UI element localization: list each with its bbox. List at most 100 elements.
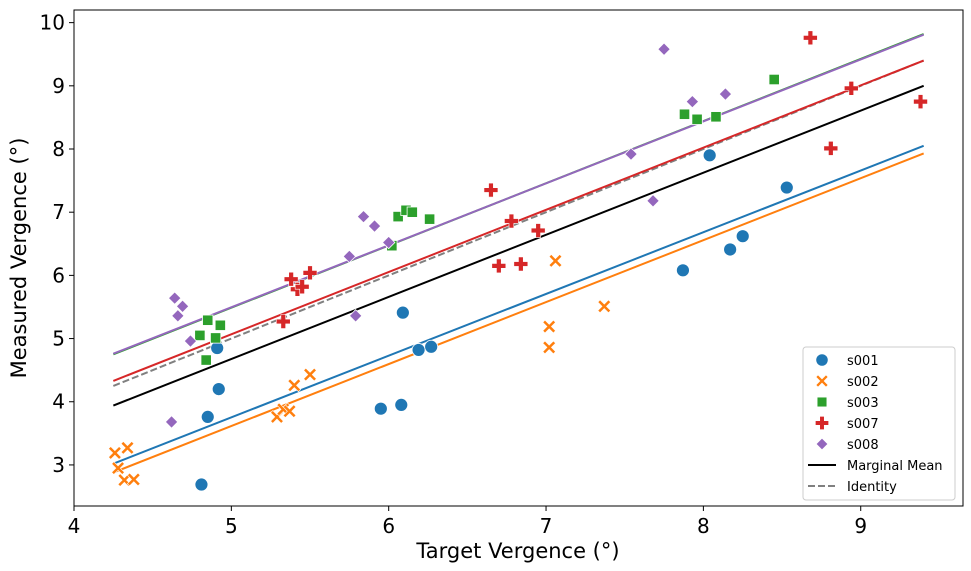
s007-point — [913, 94, 928, 109]
s002-points — [108, 254, 612, 487]
s008-point — [657, 42, 671, 56]
x-tick-label: 8 — [697, 514, 710, 538]
s002-fit-line — [112, 152, 925, 474]
s008-point — [367, 219, 382, 233]
y-tick-label: 7 — [52, 200, 65, 224]
marginal-mean-legend-label: Marginal Mean — [847, 459, 943, 474]
s007-point — [504, 213, 519, 229]
s001-point — [394, 398, 409, 412]
x-tick-label: 9 — [854, 514, 867, 538]
s001-point — [395, 305, 410, 320]
s007-legend-label: s007 — [847, 417, 879, 432]
s008-point — [167, 291, 182, 305]
s007-point — [530, 223, 546, 238]
s007-point — [483, 182, 499, 198]
s008-legend-marker — [815, 437, 829, 451]
s002-point — [303, 367, 317, 382]
y-tick-label: 4 — [52, 390, 65, 414]
s001-point — [424, 339, 439, 354]
y-tick-label: 5 — [52, 327, 65, 351]
marginal-mean-line — [112, 84, 925, 407]
s002-point — [597, 299, 612, 314]
s007-point — [513, 256, 529, 272]
s001-point — [411, 343, 426, 357]
s002-point — [542, 340, 557, 355]
s007-point — [843, 81, 859, 96]
s003-point — [202, 314, 214, 326]
s001-point — [676, 263, 690, 278]
s008-fit-line — [112, 33, 925, 355]
s001-fit-line — [112, 144, 925, 465]
s008-point — [164, 415, 179, 429]
s003-point — [691, 113, 703, 125]
s002-point — [120, 441, 135, 455]
s008-legend-label: s008 — [847, 438, 879, 453]
s008-point — [646, 194, 660, 208]
s002-point — [108, 446, 122, 460]
x-tick-label: 7 — [540, 514, 553, 538]
s007-point — [283, 271, 299, 287]
s001-legend-label: s001 — [847, 354, 879, 369]
s001-point — [735, 229, 750, 244]
s001-points — [194, 148, 794, 492]
x-tick-label: 4 — [68, 514, 81, 538]
s003-point — [200, 354, 212, 366]
s002-legend-label: s002 — [847, 375, 879, 390]
y-tick-label: 9 — [52, 74, 65, 98]
s003-point — [423, 213, 436, 225]
y-tick-label: 8 — [52, 137, 65, 161]
s008-point — [175, 299, 190, 314]
s003-point — [710, 111, 722, 123]
s008-point — [624, 147, 638, 161]
s001-point — [211, 382, 226, 397]
s007-point — [294, 279, 310, 295]
s008-point — [381, 235, 396, 250]
s008-point — [685, 94, 700, 109]
x-axis-label: Target Vergence (°) — [415, 539, 619, 563]
s001-point — [702, 148, 717, 163]
identity-legend-label: Identity — [847, 480, 897, 495]
x-tick-label: 6 — [382, 514, 395, 538]
s002-point — [111, 461, 125, 475]
s008-points — [164, 42, 733, 429]
points-layer — [108, 30, 928, 492]
s007-point — [302, 265, 318, 281]
s002-point — [548, 254, 563, 268]
x-tick-label: 5 — [225, 514, 238, 538]
s008-point — [718, 87, 733, 101]
s007-point — [275, 314, 291, 329]
s002-legend-marker — [815, 374, 829, 388]
s008-point — [342, 249, 357, 264]
y-axis-label: Measured Vergence (°) — [7, 138, 31, 379]
y-tick-label: 10 — [40, 11, 65, 35]
s003-point — [768, 73, 780, 86]
s008-point — [183, 334, 198, 348]
s003-legend-label: s003 — [847, 396, 879, 411]
y-axis: 3 4 5 6 7 8 9 10 — [40, 11, 74, 477]
s003-point — [392, 211, 404, 223]
s001-point — [200, 410, 215, 424]
s001-point — [373, 401, 388, 416]
s002-point — [126, 472, 141, 487]
s001-point — [779, 180, 794, 195]
s007-point — [803, 30, 818, 46]
s003-legend-marker — [816, 396, 828, 408]
s008-point — [171, 309, 185, 323]
s003-point — [406, 206, 418, 218]
s007-point — [823, 141, 839, 156]
legend: s001 s002 s003 s007 s008 Marginal Mean Identit… — [802, 346, 956, 501]
s008-point — [348, 309, 363, 323]
plot-frame — [73, 9, 964, 507]
s002-point — [282, 404, 297, 419]
legend-box — [802, 346, 956, 501]
s007-point — [491, 258, 507, 274]
y-tick-label: 6 — [52, 263, 65, 287]
s001-point — [194, 477, 209, 492]
s003-point — [194, 329, 206, 342]
s002-point — [542, 319, 557, 334]
s003-point — [214, 319, 226, 331]
s007-legend-marker — [815, 416, 829, 430]
s001-legend-marker — [815, 353, 829, 367]
s007-points — [275, 30, 928, 329]
